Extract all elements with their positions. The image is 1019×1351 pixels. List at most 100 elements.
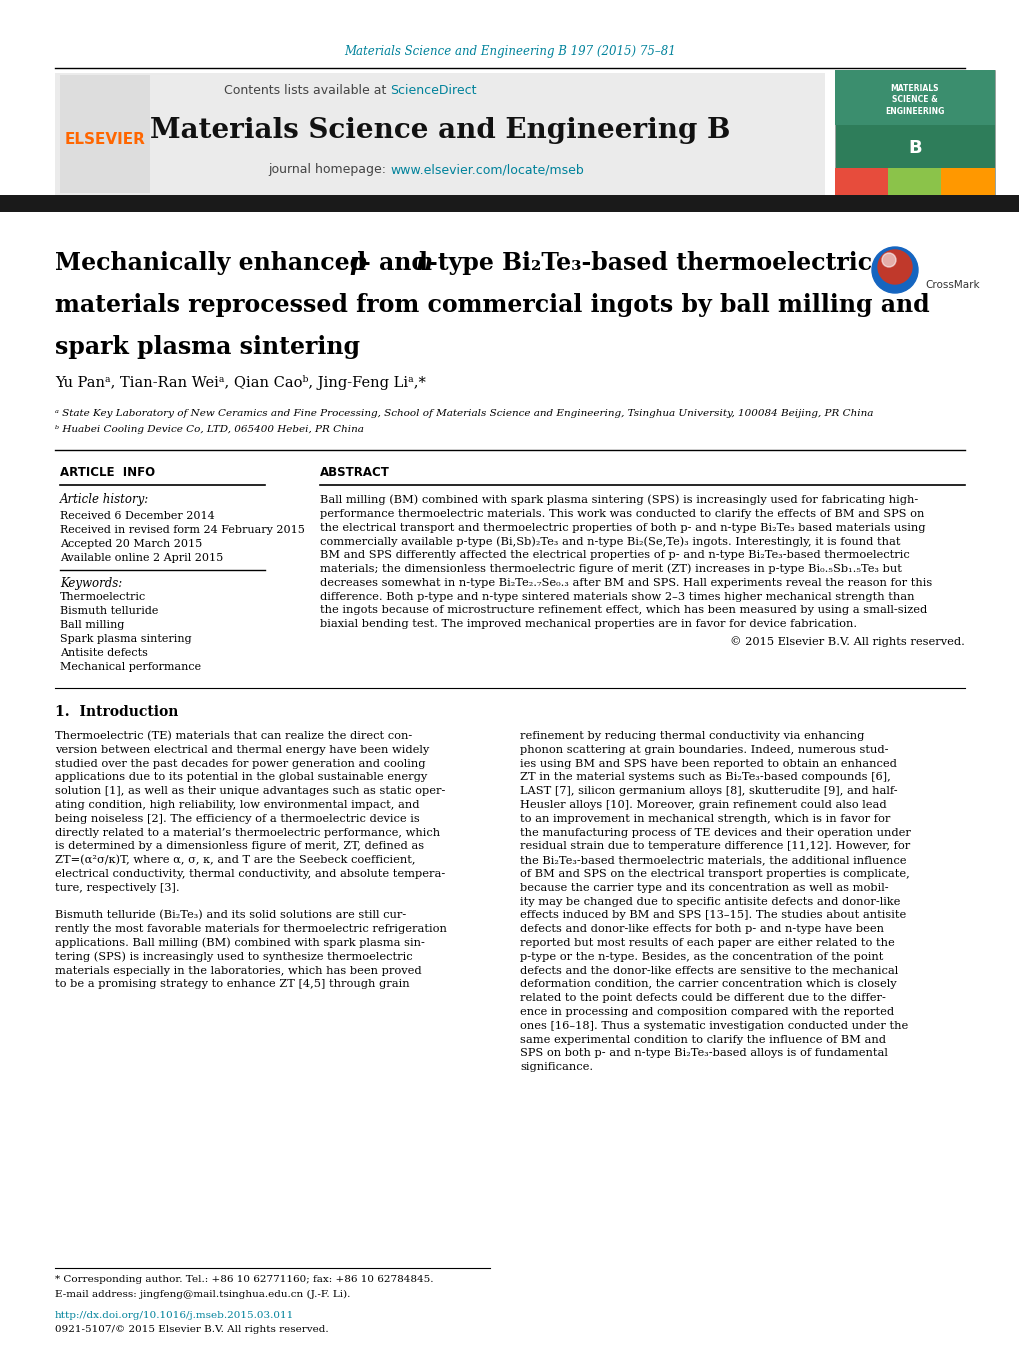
- Text: ity may be changed due to specific antisite defects and donor-like: ity may be changed due to specific antis…: [520, 897, 900, 907]
- Text: applications. Ball milling (BM) combined with spark plasma sin-: applications. Ball milling (BM) combined…: [55, 938, 425, 948]
- Text: electrical conductivity, thermal conductivity, and absolute tempera-: electrical conductivity, thermal conduct…: [55, 869, 445, 880]
- Text: Thermoelectric: Thermoelectric: [60, 592, 146, 603]
- Text: of BM and SPS on the electrical transport properties is complicate,: of BM and SPS on the electrical transpor…: [520, 869, 909, 880]
- Text: 1.  Introduction: 1. Introduction: [55, 705, 178, 719]
- Text: p: p: [348, 251, 365, 276]
- Text: defects and donor-like effects for both p- and n-type have been: defects and donor-like effects for both …: [520, 924, 883, 934]
- Text: Heusler alloys [10]. Moreover, grain refinement could also lead: Heusler alloys [10]. Moreover, grain ref…: [520, 800, 886, 811]
- Text: materials reprocessed from commercial ingots by ball milling and: materials reprocessed from commercial in…: [55, 293, 928, 317]
- Text: biaxial bending test. The improved mechanical properties are in favor for device: biaxial bending test. The improved mecha…: [320, 619, 856, 630]
- Text: ence in processing and composition compared with the reported: ence in processing and composition compa…: [520, 1006, 894, 1017]
- Text: ture, respectively [3].: ture, respectively [3].: [55, 882, 179, 893]
- Text: - and: - and: [361, 251, 436, 276]
- Text: spark plasma sintering: spark plasma sintering: [55, 335, 360, 359]
- Text: defects and the donor-like effects are sensitive to the mechanical: defects and the donor-like effects are s…: [520, 966, 898, 975]
- Text: refinement by reducing thermal conductivity via enhancing: refinement by reducing thermal conductiv…: [520, 731, 863, 740]
- Bar: [941, 168, 994, 199]
- Text: -type Bi₂Te₃-based thermoelectric: -type Bi₂Te₃-based thermoelectric: [428, 251, 871, 276]
- Text: B: B: [907, 139, 921, 157]
- Text: Spark plasma sintering: Spark plasma sintering: [60, 634, 192, 644]
- Text: ating condition, high reliability, low environmental impact, and: ating condition, high reliability, low e…: [55, 800, 419, 811]
- Text: effects induced by BM and SPS [13–15]. The studies about antisite: effects induced by BM and SPS [13–15]. T…: [520, 911, 905, 920]
- Text: Received in revised form 24 February 2015: Received in revised form 24 February 201…: [60, 526, 305, 535]
- Text: being noiseless [2]. The efficiency of a thermoelectric device is: being noiseless [2]. The efficiency of a…: [55, 813, 420, 824]
- Text: Keywords:: Keywords:: [60, 577, 122, 589]
- Text: Antisite defects: Antisite defects: [60, 648, 148, 658]
- Bar: [60, 76, 150, 193]
- Text: www.elsevier.com/locate/mseb: www.elsevier.com/locate/mseb: [389, 163, 583, 177]
- Text: Materials Science and Engineering B: Materials Science and Engineering B: [150, 116, 730, 143]
- Text: Ball milling (BM) combined with spark plasma sintering (SPS) is increasingly use: Ball milling (BM) combined with spark pl…: [320, 494, 917, 505]
- Text: 0921-5107/© 2015 Elsevier B.V. All rights reserved.: 0921-5107/© 2015 Elsevier B.V. All right…: [55, 1325, 328, 1335]
- Text: ScienceDirect: ScienceDirect: [389, 84, 476, 96]
- Text: Materials Science and Engineering B 197 (2015) 75–81: Materials Science and Engineering B 197 …: [343, 46, 676, 58]
- Bar: [835, 168, 888, 199]
- Text: © 2015 Elsevier B.V. All rights reserved.: © 2015 Elsevier B.V. All rights reserved…: [730, 636, 964, 647]
- Text: http://dx.doi.org/10.1016/j.mseb.2015.03.011: http://dx.doi.org/10.1016/j.mseb.2015.03…: [55, 1310, 293, 1320]
- Circle shape: [871, 247, 917, 293]
- Text: ZT in the material systems such as Bi₂Te₃-based compounds [6],: ZT in the material systems such as Bi₂Te…: [520, 773, 890, 782]
- Text: CrossMark: CrossMark: [924, 280, 978, 290]
- Text: Contents lists available at: Contents lists available at: [223, 84, 389, 96]
- Text: BM and SPS differently affected the electrical properties of p- and n-type Bi₂Te: BM and SPS differently affected the elec…: [320, 550, 909, 561]
- Text: performance thermoelectric materials. This work was conducted to clarify the eff: performance thermoelectric materials. Th…: [320, 509, 923, 519]
- Text: same experimental condition to clarify the influence of BM and: same experimental condition to clarify t…: [520, 1035, 886, 1044]
- Text: LAST [7], silicon germanium alloys [8], skutterudite [9], and half-: LAST [7], silicon germanium alloys [8], …: [520, 786, 897, 796]
- Text: Article history:: Article history:: [60, 493, 149, 507]
- Text: Thermoelectric (TE) materials that can realize the direct con-: Thermoelectric (TE) materials that can r…: [55, 731, 412, 742]
- Text: the Bi₂Te₃-based thermoelectric materials, the additional influence: the Bi₂Te₃-based thermoelectric material…: [520, 855, 906, 865]
- Text: tering (SPS) is increasingly used to synthesize thermoelectric: tering (SPS) is increasingly used to syn…: [55, 951, 413, 962]
- Text: ARTICLE  INFO: ARTICLE INFO: [60, 466, 155, 478]
- Text: applications due to its potential in the global sustainable energy: applications due to its potential in the…: [55, 773, 427, 782]
- Text: ones [16–18]. Thus a systematic investigation conducted under the: ones [16–18]. Thus a systematic investig…: [520, 1021, 907, 1031]
- Text: ᵃ State Key Laboratory of New Ceramics and Fine Processing, School of Materials : ᵃ State Key Laboratory of New Ceramics a…: [55, 408, 872, 417]
- Text: phonon scattering at grain boundaries. Indeed, numerous stud-: phonon scattering at grain boundaries. I…: [520, 744, 888, 755]
- Text: Available online 2 April 2015: Available online 2 April 2015: [60, 553, 223, 563]
- Text: rently the most favorable materials for thermoelectric refrigeration: rently the most favorable materials for …: [55, 924, 446, 934]
- Text: SPS on both p- and n-type Bi₂Te₃-based alloys is of fundamental: SPS on both p- and n-type Bi₂Te₃-based a…: [520, 1048, 887, 1058]
- Text: difference. Both p-type and n-type sintered materials show 2–3 times higher mech: difference. Both p-type and n-type sinte…: [320, 592, 914, 601]
- Circle shape: [881, 253, 895, 267]
- Text: Bismuth telluride: Bismuth telluride: [60, 607, 158, 616]
- Text: the manufacturing process of TE devices and their operation under: the manufacturing process of TE devices …: [520, 828, 910, 838]
- Text: because the carrier type and its concentration as well as mobil-: because the carrier type and its concent…: [520, 882, 888, 893]
- Text: reported but most results of each paper are either related to the: reported but most results of each paper …: [520, 938, 894, 948]
- Text: residual strain due to temperature difference [11,12]. However, for: residual strain due to temperature diffe…: [520, 842, 909, 851]
- Text: journal homepage:: journal homepage:: [268, 163, 389, 177]
- Text: to be a promising strategy to enhance ZT [4,5] through grain: to be a promising strategy to enhance ZT…: [55, 979, 410, 989]
- Text: n: n: [416, 251, 433, 276]
- Text: Accepted 20 March 2015: Accepted 20 March 2015: [60, 539, 202, 549]
- Text: related to the point defects could be different due to the differ-: related to the point defects could be di…: [520, 993, 886, 1004]
- Text: * Corresponding author. Tel.: +86 10 62771160; fax: +86 10 62784845.: * Corresponding author. Tel.: +86 10 627…: [55, 1275, 433, 1285]
- Text: Yu Panᵃ, Tian-Ran Weiᵃ, Qian Caoᵇ, Jing-Feng Liᵃ,*: Yu Panᵃ, Tian-Ran Weiᵃ, Qian Caoᵇ, Jing-…: [55, 374, 426, 389]
- Text: version between electrical and thermal energy have been widely: version between electrical and thermal e…: [55, 744, 429, 755]
- Text: p-type or the n-type. Besides, as the concentration of the point: p-type or the n-type. Besides, as the co…: [520, 952, 882, 962]
- Bar: [888, 168, 941, 199]
- Text: Ball milling: Ball milling: [60, 620, 124, 630]
- Text: directly related to a material’s thermoelectric performance, which: directly related to a material’s thermoe…: [55, 828, 439, 838]
- Text: materials especially in the laboratories, which has been proved: materials especially in the laboratories…: [55, 966, 421, 975]
- Text: to an improvement in mechanical strength, which is in favor for: to an improvement in mechanical strength…: [520, 813, 890, 824]
- Text: is determined by a dimensionless figure of merit, ZT, defined as: is determined by a dimensionless figure …: [55, 842, 424, 851]
- Text: significance.: significance.: [520, 1062, 592, 1073]
- Bar: [55, 73, 824, 195]
- Text: commercially available p-type (Bi,Sb)₂Te₃ and n-type Bi₂(Se,Te)₃ ingots. Interes: commercially available p-type (Bi,Sb)₂Te…: [320, 536, 900, 547]
- Text: E-mail address: jingfeng@mail.tsinghua.edu.cn (J.-F. Li).: E-mail address: jingfeng@mail.tsinghua.e…: [55, 1289, 351, 1298]
- Text: studied over the past decades for power generation and cooling: studied over the past decades for power …: [55, 759, 425, 769]
- Text: Bismuth telluride (Bi₂Te₃) and its solid solutions are still cur-: Bismuth telluride (Bi₂Te₃) and its solid…: [55, 911, 406, 920]
- Text: ABSTRACT: ABSTRACT: [320, 466, 389, 478]
- Text: the electrical transport and thermoelectric properties of both p- and n-type Bi₂: the electrical transport and thermoelect…: [320, 523, 924, 532]
- Bar: [835, 70, 994, 126]
- Bar: [0, 195, 1019, 212]
- Text: materials; the dimensionless thermoelectric figure of merit (ZT) increases in p-: materials; the dimensionless thermoelect…: [320, 563, 901, 574]
- Text: Received 6 December 2014: Received 6 December 2014: [60, 511, 215, 521]
- Text: the ingots because of microstructure refinement effect, which has been measured : the ingots because of microstructure ref…: [320, 605, 926, 616]
- Text: solution [1], as well as their unique advantages such as static oper-: solution [1], as well as their unique ad…: [55, 786, 445, 796]
- Text: ies using BM and SPS have been reported to obtain an enhanced: ies using BM and SPS have been reported …: [520, 759, 896, 769]
- Text: ELSEVIER: ELSEVIER: [64, 132, 146, 147]
- Text: ᵇ Huabei Cooling Device Co, LTD, 065400 Hebei, PR China: ᵇ Huabei Cooling Device Co, LTD, 065400 …: [55, 426, 364, 435]
- Text: ZT=(α²σ/κ)T, where α, σ, κ, and T are the Seebeck coefficient,: ZT=(α²σ/κ)T, where α, σ, κ, and T are th…: [55, 855, 415, 866]
- Text: deformation condition, the carrier concentration which is closely: deformation condition, the carrier conce…: [520, 979, 896, 989]
- Text: Mechanically enhanced: Mechanically enhanced: [55, 251, 374, 276]
- Text: MATERIALS
SCIENCE &
ENGINEERING: MATERIALS SCIENCE & ENGINEERING: [884, 84, 944, 116]
